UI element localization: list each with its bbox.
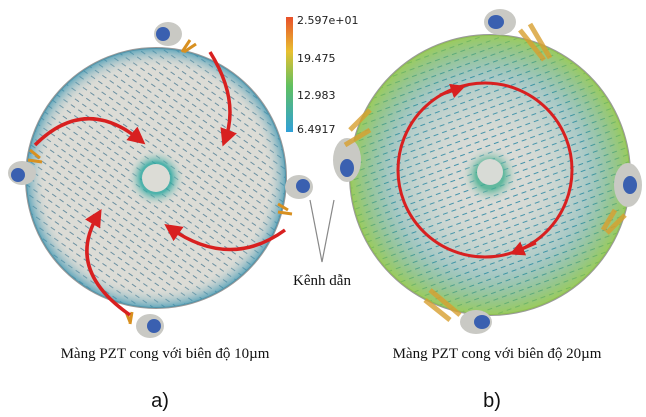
panel-label: b) [483, 390, 501, 412]
annotation: Kênh dẫn [293, 200, 351, 289]
colorbar-label: 6.4917 [297, 123, 336, 136]
panel-label: a) [151, 390, 169, 412]
figure: 2.597e+01 19.475 12.983 6.4917 Kênh dẫn … [0, 0, 646, 417]
caption: Màng PZT cong với biên độ 20µm [393, 346, 602, 362]
colorbar-label: 19.475 [297, 52, 336, 65]
colorbar: 2.597e+01 19.475 12.983 6.4917 [286, 14, 358, 136]
caption: Màng PZT cong với biên độ 10µm [61, 346, 270, 362]
panel-b-plot [333, 9, 642, 334]
annotation-text: Kênh dẫn [293, 273, 351, 289]
colorbar-label: 12.983 [297, 89, 336, 102]
colorbar-label: 2.597e+01 [297, 14, 358, 27]
panel-a-plot [8, 22, 313, 338]
